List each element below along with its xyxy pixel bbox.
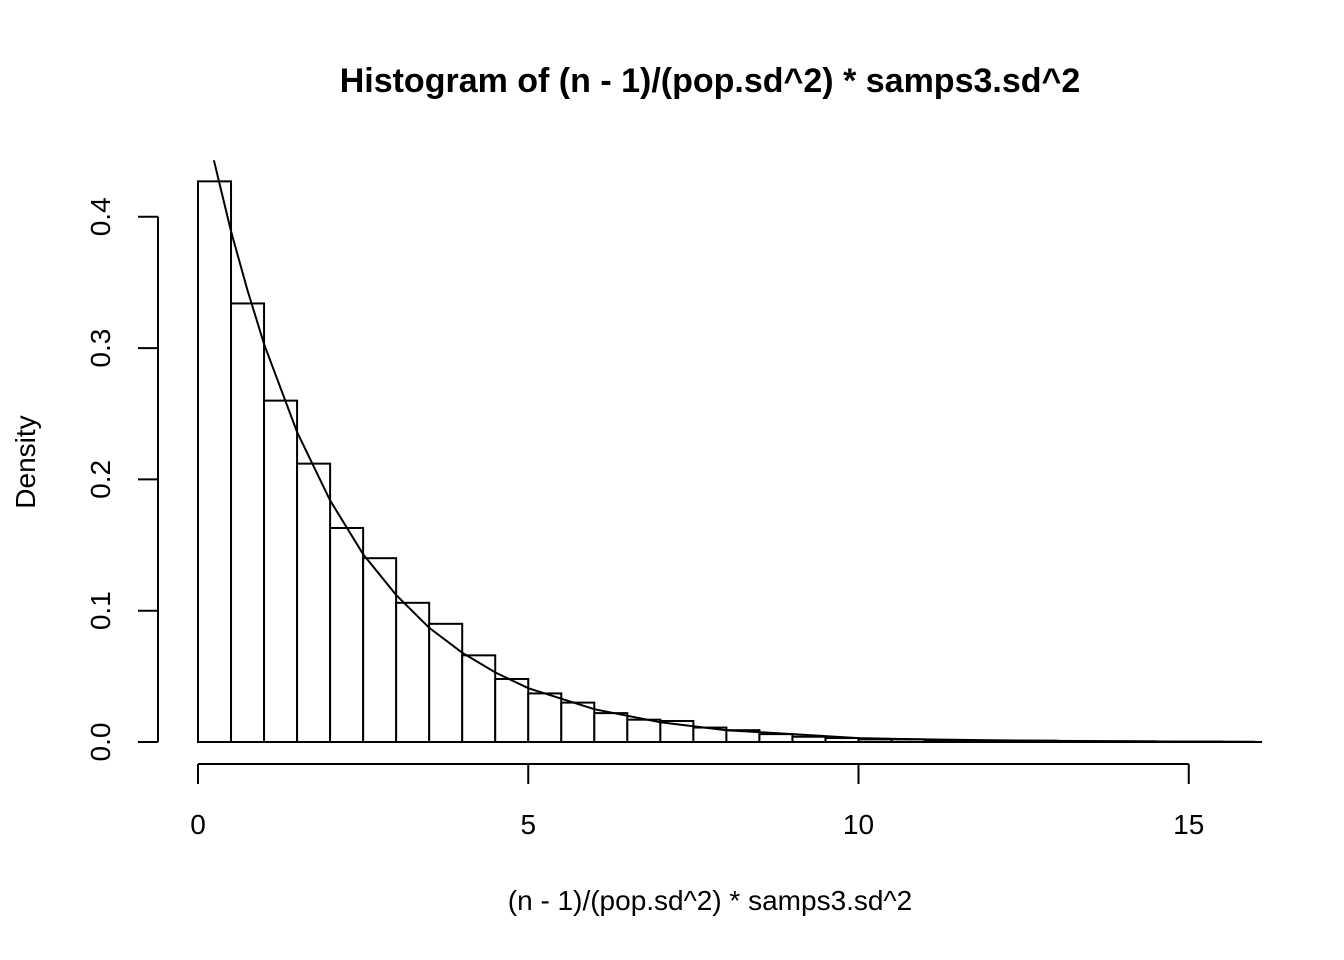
chart-title: Histogram of (n - 1)/(pop.sd^2) * samps3… [340,62,1081,100]
y-ticks-group: 0.0 0.1 0.2 0.3 0.4 [85,197,158,761]
x-tick-label: 15 [1173,809,1204,840]
histogram-bar [527,692,563,744]
bars-group [197,180,1223,744]
histogram-bar [494,677,530,744]
histogram-bar [395,601,431,744]
histogram-bar [758,733,794,744]
histogram-bar [626,718,662,744]
y-tick-label: 0.3 [85,329,116,368]
y-axis-label: Density [10,415,41,508]
histogram-bar [428,622,464,744]
y-tick-label: 0.0 [85,723,116,762]
x-ticks-group: 0 5 10 15 [190,763,1204,840]
x-axis-label: (n - 1)/(pop.sd^2) * samps3.sd^2 [508,885,912,916]
x-tick-label: 10 [843,809,874,840]
histogram-bar [197,180,233,743]
x-tick-label: 0 [190,809,206,840]
x-tick-label: 5 [520,809,536,840]
histogram-bar [296,462,332,743]
y-tick-label: 0.2 [85,460,116,499]
histogram-bar [263,399,299,743]
density-curve [212,160,1255,743]
y-tick-label: 0.4 [85,197,116,236]
y-tick-label: 0.1 [85,591,116,630]
histogram-bar [329,526,365,744]
histogram-bar [593,712,629,744]
histogram-bar [362,557,398,743]
histogram-bar [230,302,266,743]
